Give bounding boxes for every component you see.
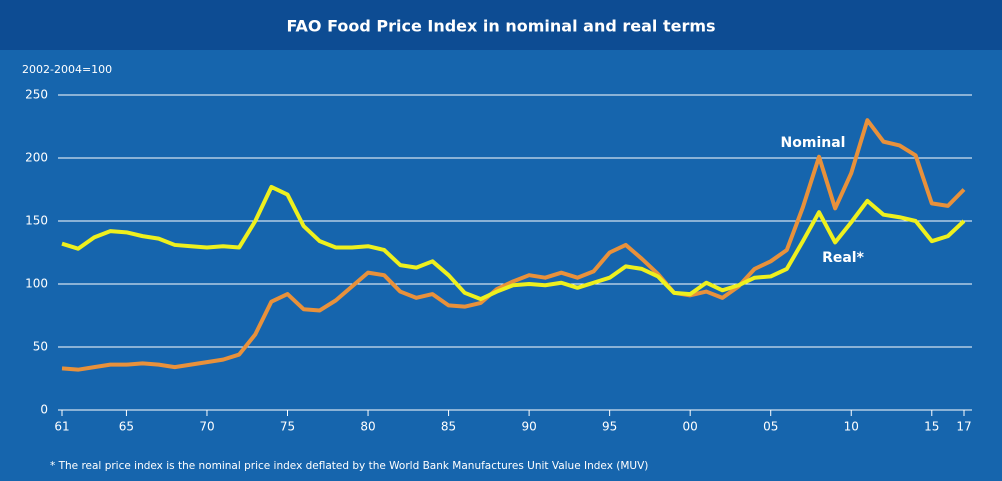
x-tick-label: 05	[763, 420, 778, 434]
y-tick-label: 150	[25, 214, 48, 228]
x-tick-label: 85	[441, 420, 456, 434]
x-tick-label: 10	[844, 420, 859, 434]
y-tick-label: 100	[25, 277, 48, 291]
x-tick-label: 65	[119, 420, 134, 434]
y-axis-label: 2002-2004=100	[22, 63, 112, 76]
series-label: Nominal	[781, 135, 846, 151]
x-tick-label: 95	[602, 420, 617, 434]
chart-title: FAO Food Price Index in nominal and real…	[286, 17, 715, 36]
x-tick-label: 17	[956, 420, 971, 434]
y-tick-label: 200	[25, 151, 48, 165]
x-tick-label: 75	[280, 420, 295, 434]
y-tick-label: 250	[25, 88, 48, 102]
x-tick-label: 70	[199, 420, 214, 434]
y-tick-label: 50	[33, 340, 48, 354]
footnote: * The real price index is the nominal pr…	[50, 460, 648, 472]
series-line	[61, 184, 966, 302]
x-tick-label: 80	[360, 420, 375, 434]
x-tick-label: 61	[54, 420, 69, 434]
x-tick-label: 15	[924, 420, 939, 434]
y-tick-label: 0	[40, 403, 48, 417]
x-tick-label: 90	[521, 420, 536, 434]
x-tick-label: 00	[683, 420, 698, 434]
title-bar	[0, 0, 1002, 50]
series-line	[61, 118, 966, 372]
series-label: Real*	[822, 250, 865, 266]
